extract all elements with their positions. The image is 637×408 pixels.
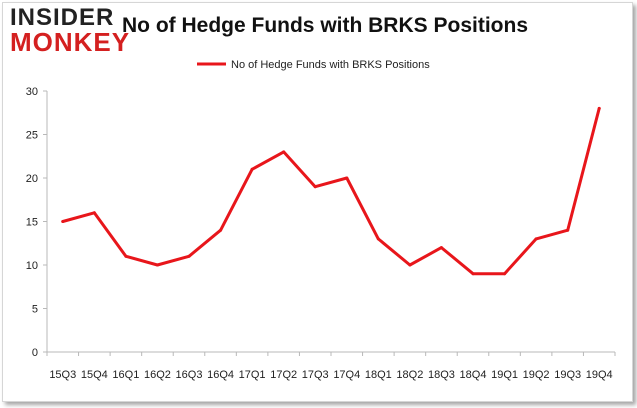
x-tick-label: 17Q2 (270, 369, 297, 381)
logo-line-2: MONKEY (10, 27, 131, 57)
data-point (534, 237, 538, 241)
data-point (282, 150, 286, 154)
y-tick-label: 5 (32, 304, 38, 316)
y-axis-ticks: 0 5 10 15 20 25 30 (26, 86, 47, 359)
data-point (92, 211, 96, 215)
x-tick-label: 19Q2 (523, 369, 550, 381)
y-tick-label: 20 (26, 173, 38, 185)
data-point (250, 167, 254, 171)
x-tick-label: 16Q4 (207, 369, 234, 381)
x-tick-label: 18Q3 (428, 369, 455, 381)
x-tick-label: 15Q4 (81, 369, 108, 381)
data-point (219, 228, 223, 232)
x-tick-label: 16Q3 (176, 369, 203, 381)
y-tick-label: 25 (26, 130, 38, 142)
data-point (566, 228, 570, 232)
x-tick-label: 19Q3 (554, 369, 581, 381)
data-point (124, 254, 128, 258)
data-point (155, 263, 159, 267)
data-point (376, 237, 380, 241)
y-tick-label: 10 (26, 260, 38, 272)
logo-line-1: INSIDER (10, 4, 115, 31)
legend: No of Hedge Funds with BRKS Positions (197, 59, 430, 71)
data-point (439, 246, 443, 250)
data-point (345, 176, 349, 180)
data-point (61, 220, 65, 223)
x-tick-label: 18Q2 (396, 369, 423, 381)
x-tick-label: 15Q3 (49, 369, 76, 381)
x-tick-label: 19Q1 (491, 369, 518, 381)
data-point (187, 254, 191, 258)
data-point (597, 106, 601, 110)
y-tick-label: 0 (32, 347, 38, 359)
x-tick-label: 17Q4 (333, 369, 360, 381)
y-tick-label: 30 (26, 86, 38, 98)
x-tick-label: 18Q4 (460, 369, 487, 381)
x-tick-label: 17Q1 (239, 369, 266, 381)
chart-frame (2, 2, 633, 402)
series-group (61, 106, 601, 276)
x-tick-label: 17Q3 (302, 369, 329, 381)
x-tick-label: 18Q1 (365, 369, 392, 381)
data-point (408, 263, 412, 267)
x-axis-ticks: 15Q3 15Q4 16Q1 16Q2 16Q3 16Q4 17Q1 17Q2 17Q3 17Q4… (46, 352, 616, 381)
x-tick-label: 16Q1 (112, 369, 139, 381)
data-point (313, 185, 317, 189)
insider-monkey-logo: INSIDER MONKEY (10, 4, 129, 56)
data-point (503, 272, 507, 276)
y-tick-label: 15 (26, 217, 38, 229)
chart-title: No of Hedge Funds with BRKS Positions (122, 14, 528, 37)
series-line (61, 106, 601, 276)
data-point (471, 272, 475, 276)
axes (46, 91, 615, 353)
x-tick-label: 16Q2 (144, 369, 171, 381)
x-tick-label: 19Q4 (586, 369, 613, 381)
legend-label: No of Hedge Funds with BRKS Positions (231, 59, 430, 71)
